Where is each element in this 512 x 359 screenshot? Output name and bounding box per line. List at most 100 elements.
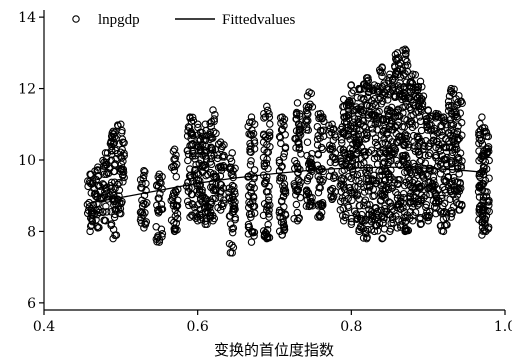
scatter-point xyxy=(155,170,164,179)
scatter-point xyxy=(120,139,128,147)
scatter-point xyxy=(86,227,94,236)
scatter-point xyxy=(419,141,428,149)
scatter-point xyxy=(458,99,466,107)
scatter-point xyxy=(155,194,163,202)
scatter-point xyxy=(368,124,377,133)
scatter-point xyxy=(407,78,416,86)
scatter-point xyxy=(259,130,268,138)
scatter-point xyxy=(313,122,322,131)
scatter-point xyxy=(279,174,288,182)
scatter-point xyxy=(295,123,304,131)
scatter-point xyxy=(227,170,236,179)
scatter-point xyxy=(479,193,488,201)
scatter-point xyxy=(445,137,453,145)
scatter-point xyxy=(198,210,206,218)
scatter-point xyxy=(402,50,410,59)
scatter-point xyxy=(317,208,326,217)
scatter-point xyxy=(138,184,146,192)
fitted-values-line xyxy=(89,166,486,204)
scatter-point xyxy=(328,195,336,204)
scatter-point xyxy=(454,122,462,130)
scatter-point xyxy=(225,239,234,248)
scatter-point xyxy=(387,103,396,112)
scatter-point xyxy=(387,219,395,228)
scatter-point xyxy=(328,153,337,161)
scatter-point xyxy=(110,128,119,137)
scatter-point xyxy=(280,222,289,231)
scatter-point xyxy=(172,172,181,181)
scatter-point xyxy=(416,157,424,166)
scatter-point xyxy=(295,125,304,133)
scatter-points xyxy=(83,45,493,257)
scatter-point xyxy=(109,127,117,136)
scatter-point xyxy=(170,191,179,200)
scatter-point xyxy=(83,209,92,218)
scatter-point xyxy=(383,207,391,216)
scatter-point xyxy=(214,140,223,148)
legend-label-lnpgdp: lnpgdp xyxy=(98,12,140,28)
scatter-point xyxy=(347,81,356,89)
scatter-point xyxy=(206,133,215,141)
scatter-point xyxy=(186,113,194,121)
scatter-point xyxy=(153,201,161,210)
scatter-point xyxy=(141,209,149,217)
scatter-point xyxy=(225,164,233,172)
scatter-point xyxy=(213,151,222,159)
scatter-point xyxy=(315,114,323,123)
scatter-point xyxy=(352,103,361,111)
scatter-point xyxy=(367,207,376,216)
scatter-point xyxy=(403,154,411,162)
scatter-point xyxy=(365,85,373,93)
scatter-point xyxy=(109,234,117,243)
scatter-point xyxy=(394,53,403,62)
scatter-point xyxy=(94,224,102,232)
scatter-point xyxy=(229,224,238,232)
scatter-point xyxy=(384,183,393,192)
scatter-point xyxy=(114,196,122,204)
scatter-point xyxy=(305,172,314,181)
scatter-point xyxy=(339,216,348,225)
scatter-point xyxy=(344,110,353,118)
scatter-point xyxy=(266,120,274,128)
scatter-point xyxy=(260,230,269,239)
scatter-point xyxy=(401,227,409,236)
scatter-point xyxy=(226,165,235,174)
scatter-point xyxy=(444,173,452,181)
scatter-point xyxy=(386,227,394,236)
scatter-point xyxy=(280,226,288,235)
scatter-point xyxy=(140,224,148,232)
scatter-point xyxy=(331,131,339,139)
scatter-point xyxy=(456,109,465,117)
scatter-point xyxy=(316,113,324,122)
scatter-point xyxy=(422,170,430,178)
scatter-point xyxy=(292,134,300,143)
scatter-point xyxy=(416,113,424,121)
scatter-point xyxy=(155,238,164,246)
scatter-point xyxy=(314,202,323,210)
scatter-point xyxy=(455,187,464,195)
scatter-point xyxy=(430,136,438,145)
scatter-point xyxy=(353,190,362,198)
scatter-point xyxy=(119,168,128,176)
scatter-point xyxy=(409,70,417,79)
scatter-point xyxy=(384,77,393,85)
scatter-point xyxy=(347,220,356,229)
scatter-point xyxy=(264,220,272,229)
scatter-point xyxy=(391,122,399,131)
scatter-point xyxy=(314,213,322,221)
scatter-point xyxy=(206,119,214,127)
scatter-point xyxy=(431,199,440,207)
scatter-point xyxy=(453,178,462,186)
scatter-point xyxy=(337,135,346,144)
scatter-point xyxy=(336,197,345,206)
scatter-point xyxy=(413,132,422,141)
scatter-point xyxy=(318,127,326,136)
scatter-point xyxy=(314,172,322,181)
scatter-point xyxy=(136,208,145,217)
scatter-point xyxy=(406,168,414,177)
scatter-point xyxy=(195,186,204,194)
scatter-point xyxy=(364,225,372,234)
scatter-point xyxy=(167,163,176,172)
scatter-point xyxy=(280,188,289,196)
scatter-point xyxy=(478,167,487,175)
